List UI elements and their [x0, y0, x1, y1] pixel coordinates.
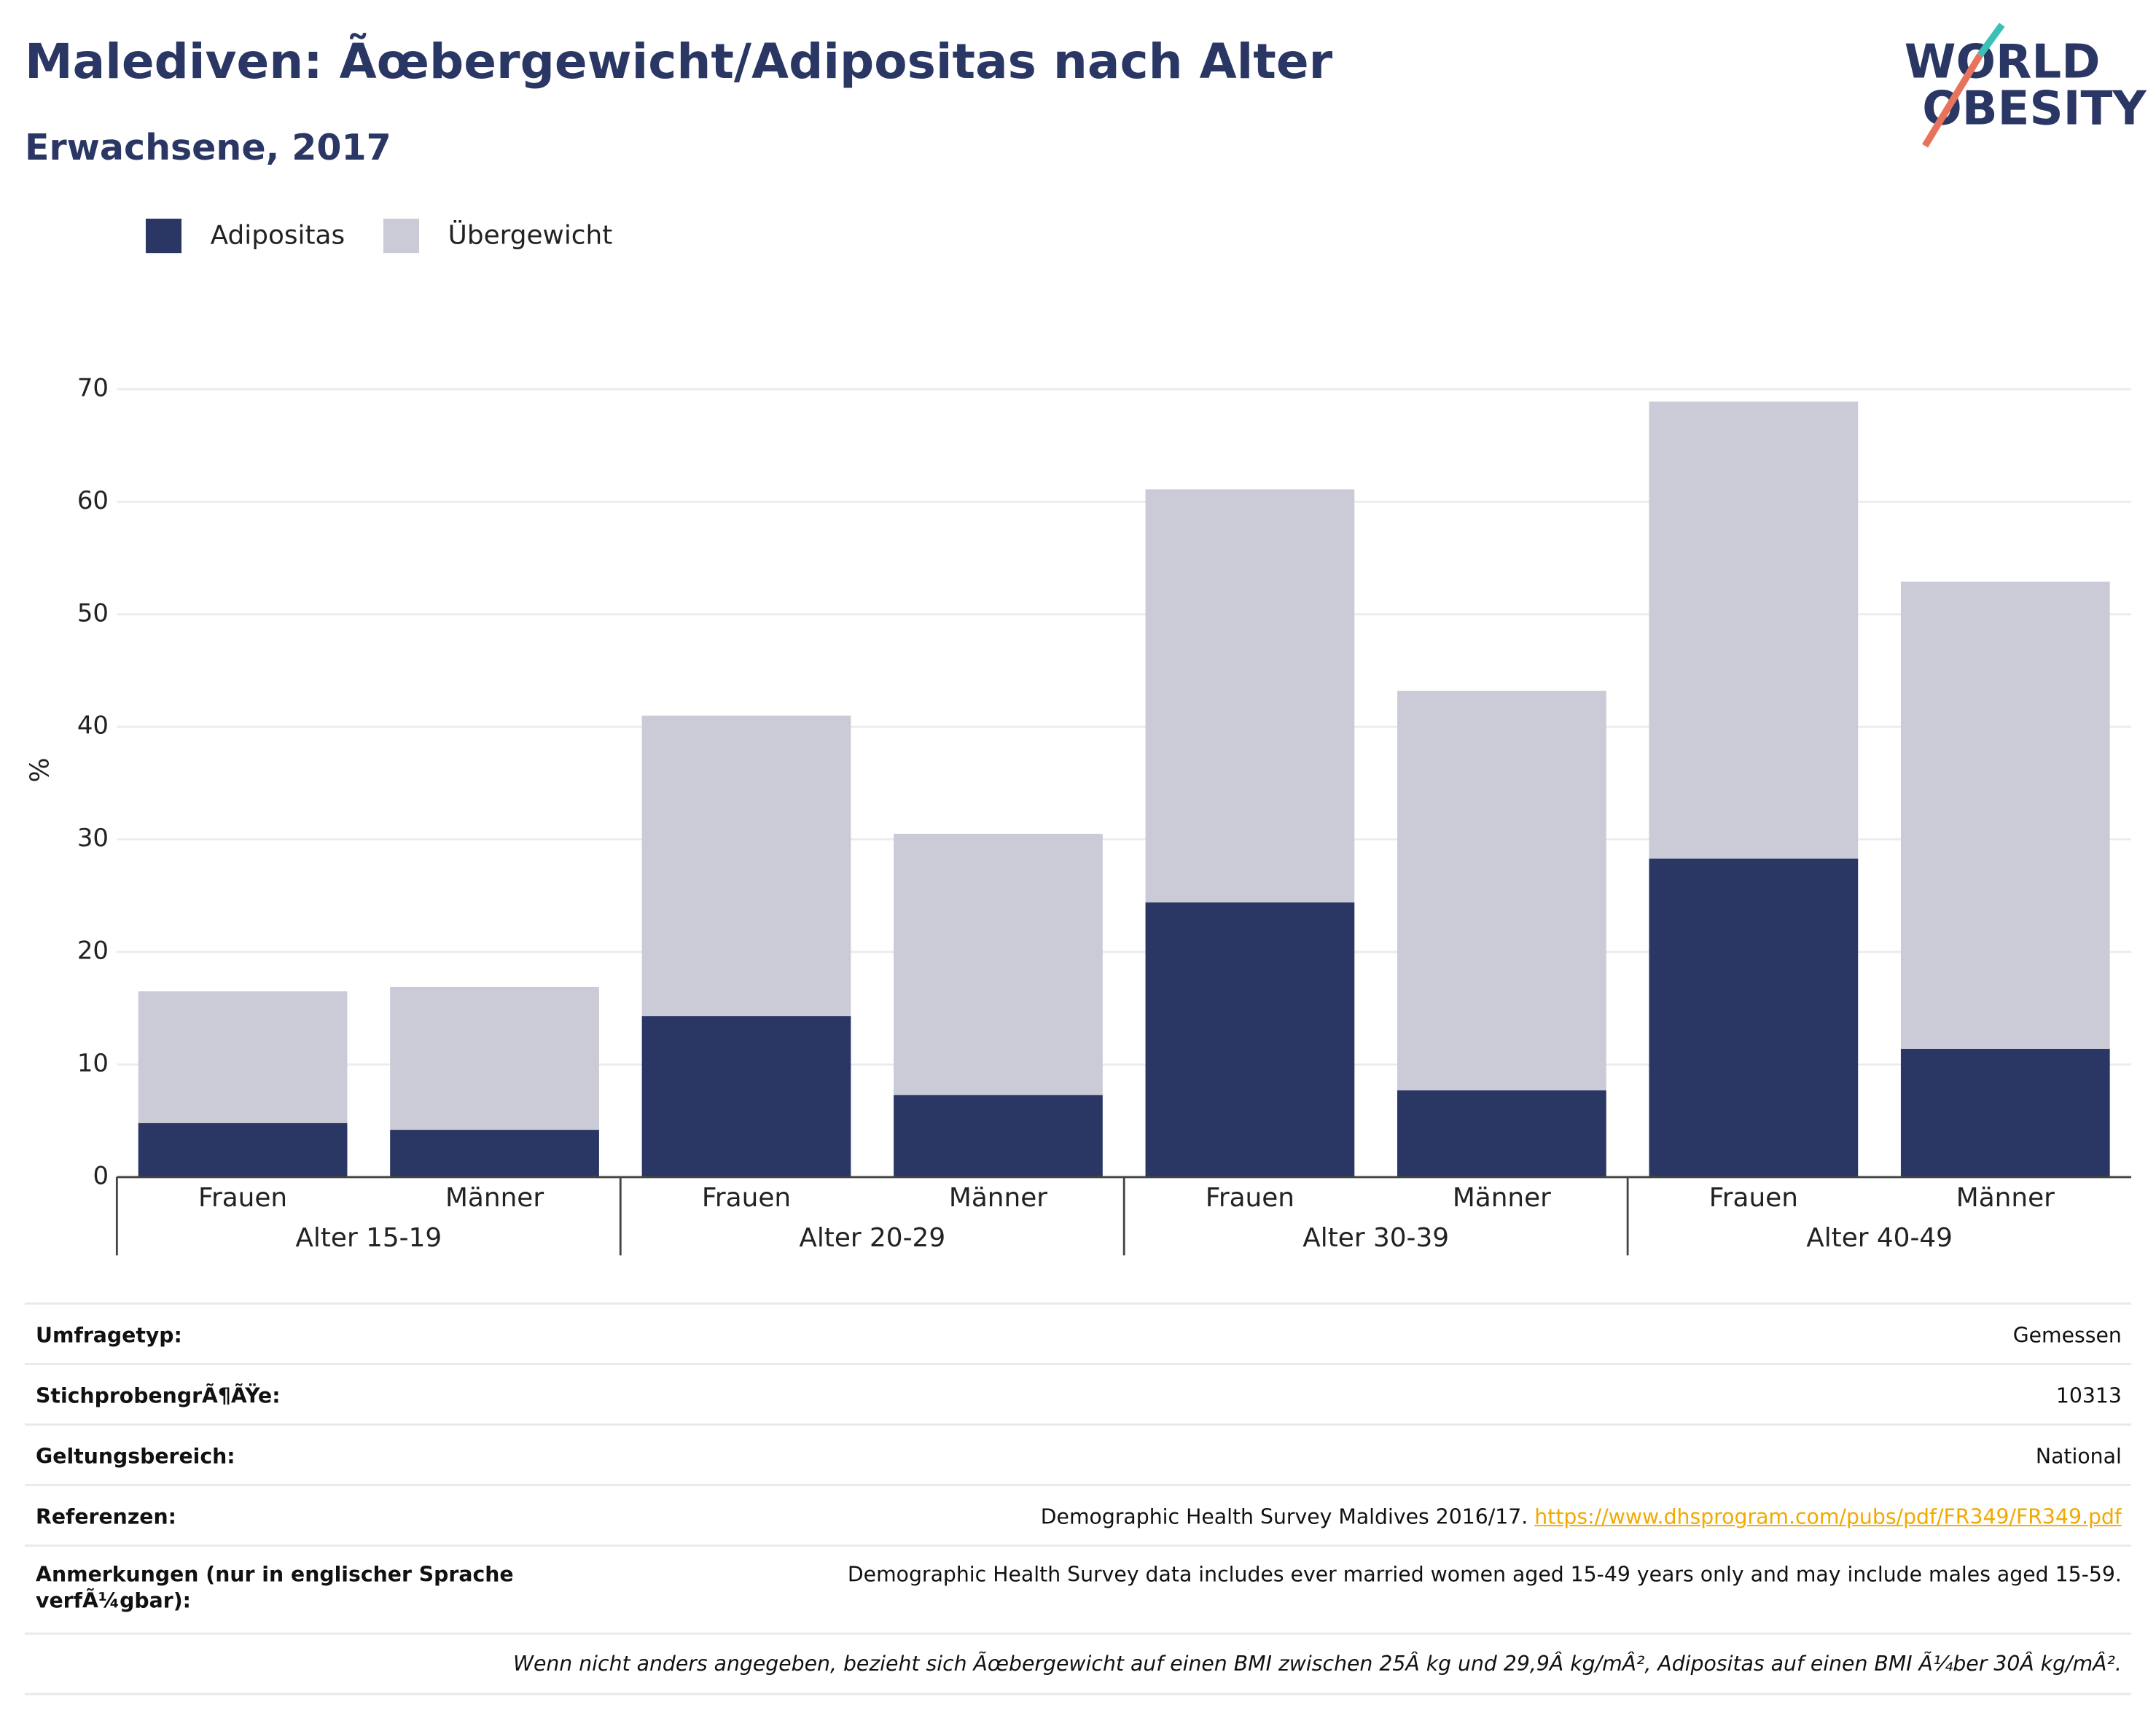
x-tick-label: Männer — [1453, 1183, 1551, 1213]
table-label: StichprobengrÃ¶ÃŸe: — [36, 1383, 281, 1408]
table-value: Demographic Health Survey data includes … — [591, 1562, 2122, 1588]
bar-segment — [1145, 489, 1355, 903]
value-text: National — [2035, 1443, 2122, 1469]
table-value: Gemessen — [591, 1323, 2122, 1349]
table-label: Referenzen: — [36, 1504, 176, 1529]
y-tick-label: 30 — [77, 824, 109, 853]
footnote: Wenn nicht anders angegeben, bezieht sic… — [512, 1651, 2122, 1676]
y-tick-label: 10 — [77, 1049, 109, 1078]
legend-swatch — [145, 219, 182, 254]
chart-title: Malediven: Ãœbergewicht/Adipositas nach … — [25, 33, 1333, 90]
bar-segment — [1900, 582, 2110, 1049]
table-label: Geltungsbereich: — [36, 1443, 235, 1469]
table-label: Geltungsbereich: — [36, 1443, 235, 1469]
value-text: Demographic Health Survey Maldives 2016/… — [1040, 1504, 1528, 1529]
chart-subtitle: Erwachsene, 2017 — [25, 126, 391, 168]
table-label: Anmerkungen (nur in englischer Sprache v… — [36, 1562, 514, 1613]
bar-segment — [1397, 690, 1606, 1090]
x-tick-label: Frauen — [702, 1183, 791, 1213]
bar-segment — [641, 1016, 851, 1177]
y-tick-label: 40 — [77, 711, 109, 741]
bar-segment — [641, 715, 851, 1017]
y-tick-label: 60 — [77, 486, 109, 515]
y-axis-label: % — [26, 757, 55, 782]
y-tick-label: 0 — [93, 1161, 109, 1190]
table-value: National — [591, 1444, 2122, 1470]
table-value: Demographic Health Survey Maldives 2016/… — [591, 1504, 2122, 1531]
table-label: Umfragetyp: — [36, 1322, 182, 1348]
table-label: Umfragetyp: — [36, 1322, 182, 1348]
table-value: National — [591, 1444, 2122, 1470]
logo-stroke — [1922, 53, 1983, 148]
y-tick-label: 20 — [77, 937, 109, 966]
x-tick-label: Frauen — [1709, 1183, 1798, 1213]
bar-segment — [1649, 858, 1859, 1177]
x-tick-label: Männer — [445, 1183, 544, 1213]
x-tick-label: Frauen — [1206, 1183, 1294, 1213]
logo-text: WORLD — [1905, 34, 2101, 89]
value-text: Demographic Health Survey data includes … — [847, 1562, 2122, 1587]
table-label: Anmerkungen (nur in englischer Sprache v… — [36, 1562, 514, 1613]
footnote: Wenn nicht anders angegeben, bezieht sic… — [512, 1651, 2122, 1676]
bar-segment — [138, 1122, 348, 1177]
group-label: Alter 15-19 — [295, 1223, 442, 1253]
y-tick-label: 50 — [77, 598, 109, 628]
table-value: Gemessen — [591, 1323, 2122, 1349]
table-value: 10313 — [591, 1383, 2122, 1410]
bar-segment — [1145, 902, 1355, 1177]
bar-segment — [894, 833, 1103, 1096]
x-tick-label: Männer — [1956, 1183, 2055, 1213]
table-value: 10313 — [591, 1383, 2122, 1410]
bar-segment — [894, 1095, 1103, 1177]
group-label: Alter 30-39 — [1302, 1223, 1449, 1253]
bar-segment — [390, 1130, 599, 1177]
group-label: Alter 40-49 — [1806, 1223, 1953, 1253]
y-tick-label: 70 — [77, 373, 109, 402]
value-text: Gemessen — [2012, 1322, 2122, 1348]
table-value: Demographic Health Survey data includes … — [591, 1562, 2122, 1588]
logo-stroke — [1977, 23, 2005, 58]
value-text: 10313 — [2055, 1383, 2122, 1408]
x-tick-label: Frauen — [198, 1183, 287, 1213]
x-tick-label: Männer — [949, 1183, 1047, 1213]
table-label: Referenzen: — [36, 1504, 176, 1529]
reference-link[interactable]: https://www.dhsprogram.com/pubs/pdf/FR34… — [1534, 1504, 2122, 1529]
bar-segment — [1900, 1048, 2110, 1177]
bar-segment — [1649, 401, 1859, 859]
legend-label: Übergewicht — [448, 220, 613, 251]
table-label: StichprobengrÃ¶ÃŸe: — [36, 1383, 281, 1408]
legend-swatch — [383, 219, 420, 254]
bar-segment — [390, 986, 599, 1130]
legend-label: Adipositas — [211, 221, 345, 251]
bar-segment — [138, 991, 348, 1123]
table-value: Demographic Health Survey Maldives 2016/… — [591, 1504, 2122, 1531]
group-label: Alter 20-29 — [799, 1223, 945, 1253]
bar-segment — [1397, 1090, 1606, 1177]
